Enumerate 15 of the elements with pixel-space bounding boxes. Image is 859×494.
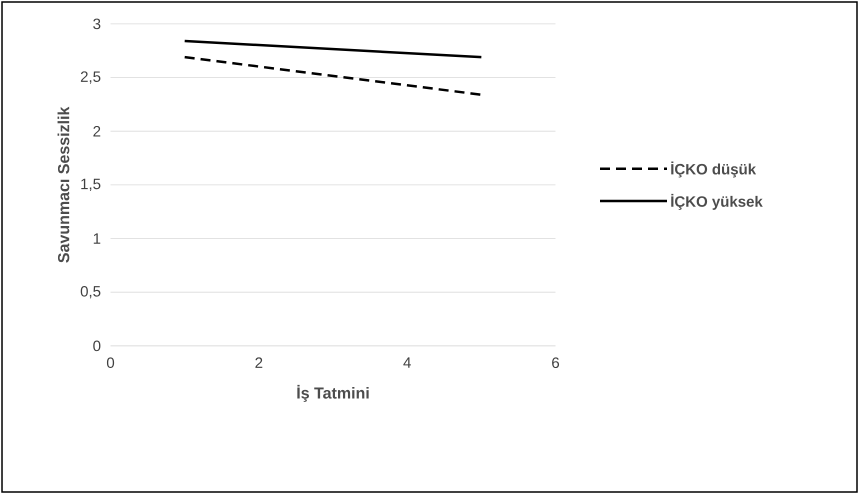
legend-label: İÇKO yüksek — [671, 194, 763, 210]
legend-label: İÇKO düşük — [671, 162, 756, 178]
y-tick-label: 1 — [94, 233, 100, 244]
y-tick-label: 2 — [93, 126, 100, 136]
y-tick-label: 3 — [93, 18, 100, 30]
x-axis-title: İş Tatmini — [297, 384, 369, 402]
x-tick-label: 0 — [106, 357, 114, 368]
y-tick-label: 0,5 — [80, 286, 100, 298]
x-tick-label: 2 — [255, 357, 262, 368]
x-tick-label: 6 — [552, 357, 560, 368]
y-tick-label: 1,5 — [81, 178, 100, 191]
x-tick-label: 4 — [403, 357, 411, 368]
y-axis-title: Savunmacı Sessizlik — [58, 106, 70, 263]
y-tick-label: 2,5 — [80, 71, 100, 84]
y-tick-label: 0 — [93, 340, 100, 352]
